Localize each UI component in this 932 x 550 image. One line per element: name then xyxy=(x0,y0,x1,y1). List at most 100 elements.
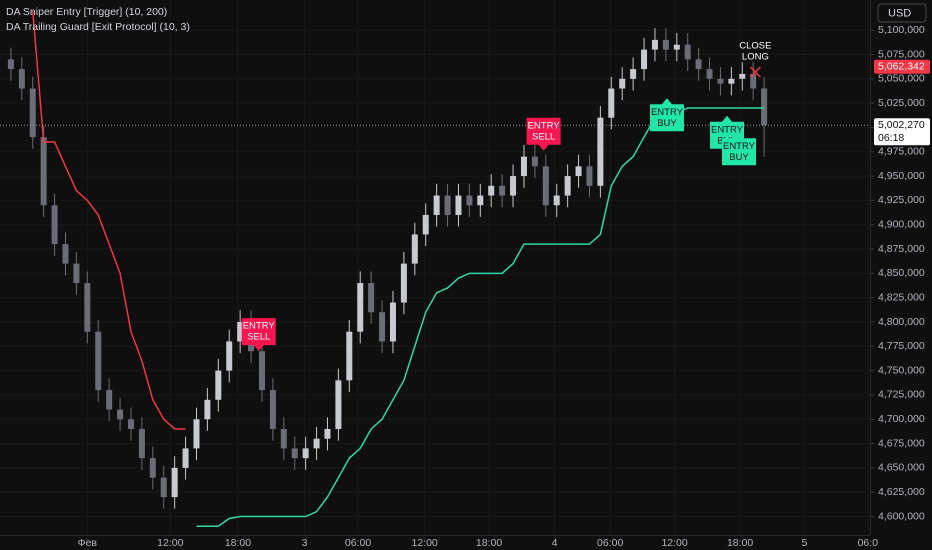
y-tick-label: 4,900,000 xyxy=(878,218,925,230)
signal-label: BUY xyxy=(729,152,749,163)
x-tick-label: 3 xyxy=(302,537,308,549)
price-label: 5,002,270 xyxy=(878,119,925,131)
candle-body xyxy=(106,390,113,410)
signal-label: ENTRY xyxy=(651,107,684,118)
candle-body xyxy=(673,44,680,50)
candle-body xyxy=(149,458,156,478)
axes: 4,600,000 4,625,000 4,650,000 4,675,000 4,70… xyxy=(78,24,930,549)
y-tick-label: 5,025,000 xyxy=(878,97,925,109)
x-tick-label: 06:0 xyxy=(858,537,879,549)
x-tick-label: 06:00 xyxy=(345,537,371,549)
y-tick-label: 5,100,000 xyxy=(878,24,925,36)
y-tick-label: 4,875,000 xyxy=(878,243,925,255)
y-tick-label: 4,800,000 xyxy=(878,316,925,328)
y-tick-label: 4,825,000 xyxy=(878,291,925,303)
candle-body xyxy=(171,467,178,498)
candle-body xyxy=(29,88,36,138)
signal-label: ENTRY xyxy=(723,141,756,152)
signal-marker xyxy=(526,117,561,151)
candle-body xyxy=(215,370,222,400)
candle-body xyxy=(400,263,407,303)
currency-label: USD xyxy=(888,7,911,19)
x-tick-label: 12:00 xyxy=(411,537,437,549)
x-tick-label: 18:00 xyxy=(727,537,753,549)
candle-body xyxy=(510,176,517,196)
y-tick-label: 4,725,000 xyxy=(878,389,925,401)
candle-body xyxy=(553,195,560,206)
y-tick-label: 4,675,000 xyxy=(878,437,925,449)
currency-button[interactable] xyxy=(877,3,927,23)
legend-entry: DA Sniper Entry [Trigger] (10, 200) xyxy=(6,6,167,18)
candle-body xyxy=(160,477,167,498)
overlay: ENTRYSELLENTRYSELLENTRYBUYENTRYBUYENTRYB… xyxy=(0,40,870,352)
candle-body xyxy=(73,263,80,284)
candle-body xyxy=(444,195,451,215)
candle-body xyxy=(357,283,364,332)
candle-body xyxy=(684,44,691,60)
candle-body xyxy=(368,283,375,313)
indicator-line xyxy=(32,10,186,430)
signal-marker xyxy=(649,98,684,132)
candle-body xyxy=(226,341,233,371)
candle-body xyxy=(706,69,713,79)
candle-body xyxy=(488,185,495,196)
y-tick-label: 4,700,000 xyxy=(878,413,925,425)
candle-body xyxy=(695,59,702,70)
candle-body xyxy=(62,244,69,264)
signal-label: ENTRY xyxy=(711,124,744,135)
countdown-label: 06:18 xyxy=(878,132,904,144)
y-tick-label: 4,600,000 xyxy=(878,510,925,522)
x-tick-label: 18:00 xyxy=(225,537,251,549)
candle-body xyxy=(422,214,429,235)
y-tick-label: 4,975,000 xyxy=(878,146,925,158)
price-label-box xyxy=(874,118,930,146)
x-tick-label: Фев xyxy=(78,537,98,549)
candle-body xyxy=(630,69,637,79)
signal-label: LONG xyxy=(742,51,769,62)
x-tick-label: 12:00 xyxy=(661,537,687,549)
candle-body xyxy=(717,78,724,84)
candle-body xyxy=(477,195,484,206)
candle-body xyxy=(269,390,276,429)
y-tick-label: 5,075,000 xyxy=(878,48,925,60)
candle-body xyxy=(597,117,604,186)
candle-body xyxy=(193,419,200,449)
candle-body xyxy=(499,185,506,196)
plot-area xyxy=(7,10,768,527)
candle-body xyxy=(7,59,14,70)
candle-body xyxy=(127,419,134,429)
y-tick-label: 4,850,000 xyxy=(878,267,925,279)
signal-label: SELL xyxy=(532,131,555,142)
candle-body xyxy=(411,234,418,264)
candle-body xyxy=(433,195,440,215)
candle-body xyxy=(280,428,287,449)
candle-body xyxy=(302,448,309,459)
candle-body xyxy=(237,321,244,342)
candle-body xyxy=(619,78,626,89)
x-tick-label: 06:00 xyxy=(597,537,623,549)
candle-body xyxy=(379,312,386,342)
candle-body xyxy=(138,428,145,459)
signal-label: CLOSE xyxy=(739,40,771,51)
candle-body xyxy=(564,176,571,196)
y-tick-label: 4,775,000 xyxy=(878,340,925,352)
candle-body xyxy=(455,195,462,215)
candle-body xyxy=(258,351,265,391)
signal-label: SELL xyxy=(247,332,270,343)
x-tick-label: 18:00 xyxy=(476,537,502,549)
y-tick-label: 5,050,000 xyxy=(878,73,925,85)
y-tick-label: 4,750,000 xyxy=(878,364,925,376)
candle-body xyxy=(641,49,648,70)
candle-body xyxy=(608,88,615,118)
candle-body xyxy=(520,156,527,177)
y-tick-label: 4,650,000 xyxy=(878,462,925,474)
legend-entry: DA Trailing Guard [Exit Protocol] (10, 3… xyxy=(6,21,190,33)
signal-marker xyxy=(749,66,761,78)
y-tick-label: 4,625,000 xyxy=(878,486,925,498)
candle-body xyxy=(575,166,582,177)
candle-body xyxy=(204,399,211,420)
candle-body xyxy=(466,195,473,206)
x-tick-label: 5 xyxy=(802,537,808,549)
candle-body xyxy=(346,331,353,381)
